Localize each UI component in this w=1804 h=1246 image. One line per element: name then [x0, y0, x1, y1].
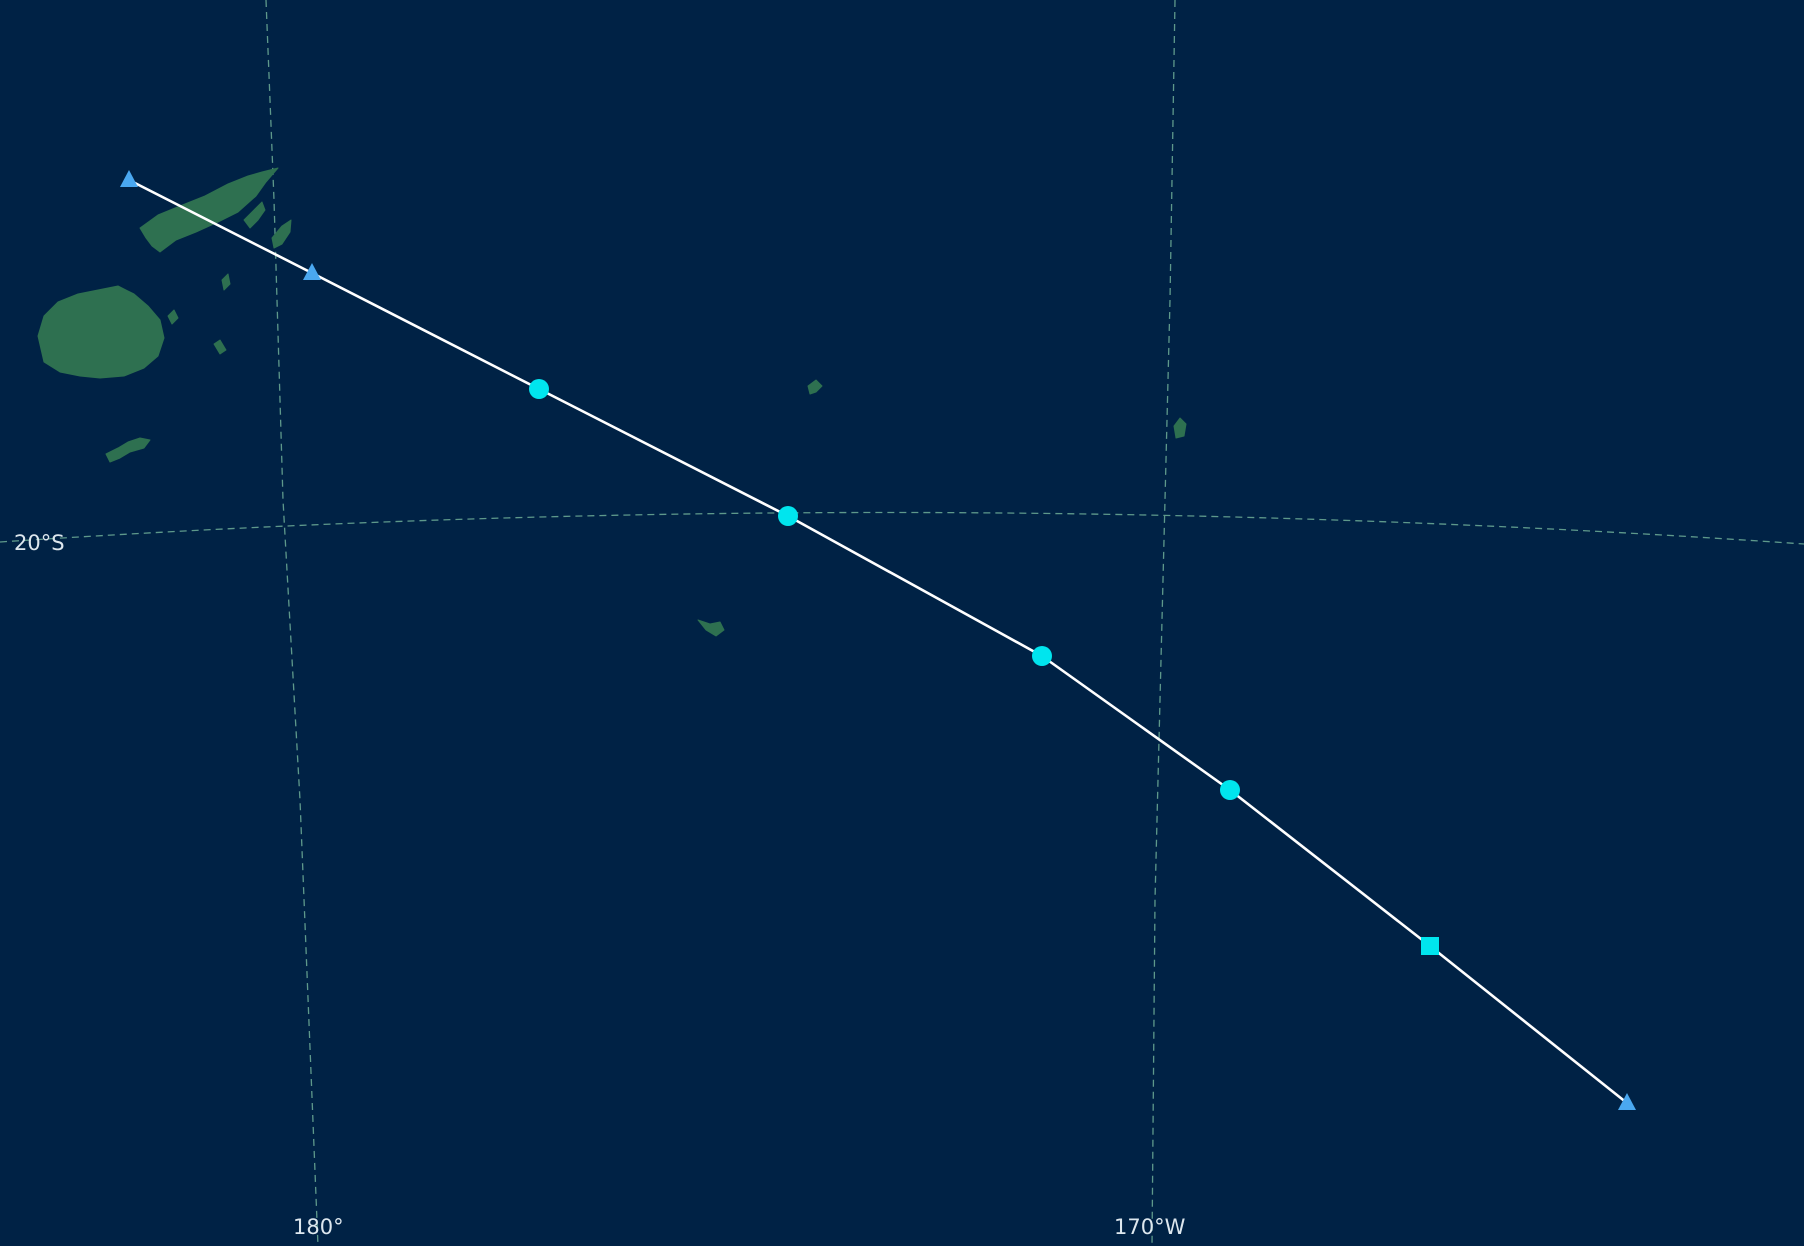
track-point-circle-6[interactable] [1220, 780, 1240, 800]
islands [37, 167, 1187, 637]
longitude-label-180: 180° [293, 1215, 344, 1239]
track-point-square-7[interactable] [1421, 937, 1439, 955]
track-point-triangle-2[interactable] [303, 263, 321, 280]
track-point-circle-3[interactable] [529, 379, 549, 399]
track-point-circle-4[interactable] [778, 506, 798, 526]
island-vavau [807, 379, 823, 395]
meridian-180 [265, 0, 319, 1246]
island-rabi [271, 219, 292, 249]
island-viti-levu [37, 285, 165, 379]
island-vanua-levu [139, 167, 279, 253]
island-niue [1173, 417, 1187, 439]
island-taveuni [243, 201, 266, 229]
island-gau [213, 339, 227, 355]
track-point-triangle-8[interactable] [1618, 1093, 1636, 1110]
island-lau-south [697, 619, 725, 637]
parallel-20s [0, 511, 1804, 545]
latitude-label-20s: 20°S [14, 531, 65, 555]
storm-track-markers [120, 170, 1636, 1110]
island-koro [221, 273, 231, 291]
island-ovalau [167, 309, 179, 325]
island-kadavu [105, 437, 151, 463]
storm-track-line [127, 178, 1629, 1105]
longitude-label-170w: 170°W [1114, 1215, 1186, 1239]
track-point-circle-5[interactable] [1032, 646, 1052, 666]
track-point-triangle-1[interactable] [120, 170, 138, 187]
